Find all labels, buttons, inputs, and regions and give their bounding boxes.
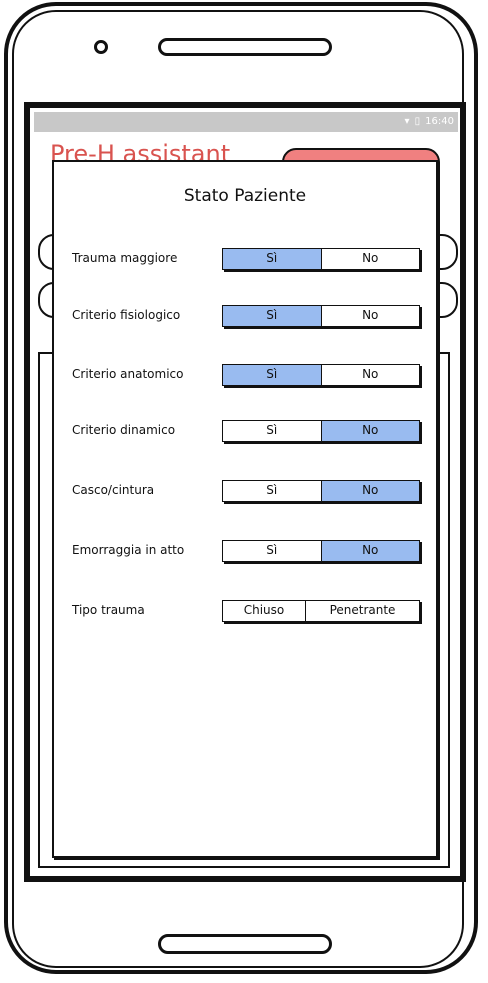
- toggle-option-first[interactable]: Chiuso: [223, 601, 306, 621]
- status-time: 16:40: [425, 116, 454, 127]
- toggle-option-second[interactable]: No: [362, 251, 379, 265]
- toggle-option-second[interactable]: No: [362, 308, 379, 322]
- speaker-grille: [158, 38, 332, 56]
- field-label: Emorraggia in atto: [72, 543, 185, 557]
- toggle-option-first[interactable]: Sì: [223, 481, 322, 501]
- toggle-option-second[interactable]: No: [321, 481, 419, 501]
- field-label: Tipo trauma: [72, 603, 145, 617]
- toggle-option-first[interactable]: Sì: [223, 249, 322, 269]
- segmented-toggle: Sì No: [222, 305, 420, 327]
- toggle-option-second[interactable]: No: [321, 541, 419, 561]
- field-label: Criterio anatomico: [72, 367, 184, 381]
- status-bar: ▾ ▯ 16:40: [34, 112, 458, 132]
- field-label: Criterio dinamico: [72, 423, 176, 437]
- camera-icon: [94, 40, 108, 54]
- segmented-toggle: Sì No: [222, 364, 420, 386]
- toggle-option-first[interactable]: Sì: [223, 306, 322, 326]
- toggle-option-first[interactable]: Sì: [223, 365, 322, 385]
- toggle-option-first[interactable]: Sì: [223, 421, 322, 441]
- toggle-option-first[interactable]: Sì: [223, 541, 322, 561]
- home-button[interactable]: [158, 934, 332, 954]
- patient-status-dialog: [52, 160, 438, 858]
- toggle-option-second[interactable]: Penetrante: [329, 603, 396, 617]
- toggle-option-second[interactable]: No: [321, 421, 419, 441]
- dialog-title: Stato Paziente: [183, 186, 307, 206]
- segmented-toggle: Chiuso Penetrante: [222, 600, 420, 622]
- segmented-toggle: Sì No: [222, 420, 420, 442]
- field-label: Casco/cintura: [72, 483, 155, 497]
- field-label: Criterio fisiologico: [72, 308, 181, 322]
- segmented-toggle: Sì No: [222, 540, 420, 562]
- toggle-option-second[interactable]: No: [362, 367, 379, 381]
- field-label: Trauma maggiore: [72, 251, 178, 265]
- segmented-toggle: Sì No: [222, 480, 420, 502]
- wifi-signal-battery-icon: ▾ ▯: [404, 116, 422, 127]
- segmented-toggle: Sì No: [222, 248, 420, 270]
